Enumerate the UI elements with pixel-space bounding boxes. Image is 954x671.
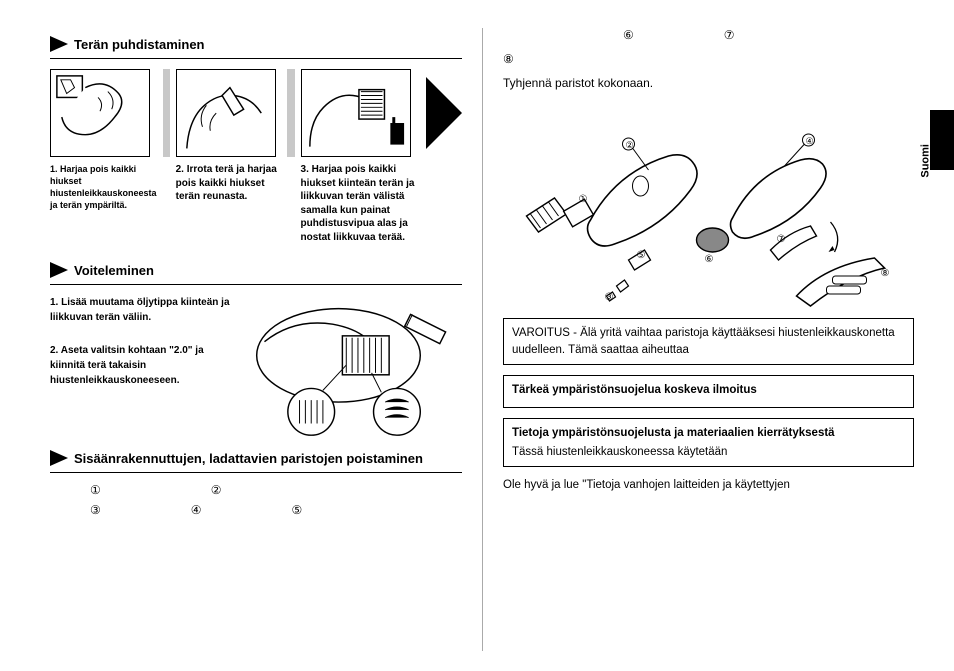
arrow-right-icon: [426, 77, 462, 149]
svg-text:⑦: ⑦: [777, 234, 786, 245]
step1-num: 1.: [50, 164, 58, 174]
oil-wrap: 1. Lisää muutama öljytippa kiinteän ja l…: [50, 295, 462, 440]
svg-text:⑧: ⑧: [881, 268, 890, 279]
oil1-num: 1.: [50, 297, 58, 308]
triangle-icon: [50, 262, 68, 278]
oil-text-list: 1. Lisää muutama öljytippa kiinteän ja l…: [50, 295, 235, 440]
oil1-text: Lisää muutama öljytippa kiinteän ja liik…: [50, 297, 230, 323]
section1-title: Terän puhdistaminen: [74, 37, 205, 52]
svg-text:①: ①: [579, 194, 588, 205]
oil2-num: 2.: [50, 345, 58, 356]
oil-image: [245, 295, 459, 440]
warning-box: VAROITUS - Älä yritä vaihtaa paristoja k…: [503, 318, 914, 365]
svg-text:⑥: ⑥: [705, 254, 714, 265]
step2-caption: 2. Irrota terä ja harjaa pois kaikki hiu…: [176, 163, 282, 204]
page: Terän puhdistaminen 1. Harjaa pois kaikk…: [0, 0, 954, 671]
step-2: 2. Irrota terä ja harjaa pois kaikki hiu…: [176, 69, 282, 204]
step-separator-1: [163, 69, 170, 157]
right-line1: Tyhjennä paristot kokonaan.: [503, 76, 914, 90]
step2-image: [176, 69, 276, 157]
circled-2: ②: [211, 483, 222, 497]
svg-text:③: ③: [605, 292, 614, 303]
section1-underline: [50, 58, 462, 59]
step2-num: 2.: [176, 164, 184, 175]
left-column: Terän puhdistaminen 1. Harjaa pois kaikk…: [50, 28, 482, 651]
circled-6: ⑥: [623, 28, 634, 42]
section3-circled-a: ① ②: [90, 483, 462, 497]
step1-text: Harjaa pois kaikki hiukset hiustenleikka…: [50, 164, 157, 210]
step3-caption: 3. Harjaa pois kaikki hiukset kiinteän t…: [301, 163, 424, 244]
oil-item-1: 1. Lisää muutama öljytippa kiinteän ja l…: [50, 295, 235, 325]
circled-1: ①: [90, 483, 101, 497]
step1-image: [50, 69, 150, 157]
exploded-diagram: ① ② ③ ④ ⑤ ⑥ ⑦ ⑧: [503, 100, 914, 310]
circled-5: ⑤: [292, 503, 303, 517]
warning-text: VAROITUS - Älä yritä vaihtaa paristoja k…: [512, 327, 895, 356]
env-box2-body: Tässä hiustenleikkauskoneessa käytetään: [512, 444, 905, 461]
oil-item-2: 2. Aseta valitsin kohtaan "2.0" ja kiinn…: [50, 343, 235, 388]
step-separator-2: [287, 69, 294, 157]
svg-text:④: ④: [806, 136, 814, 146]
step-3: 3. Harjaa pois kaikki hiukset kiinteän t…: [301, 69, 424, 244]
svg-text:⑤: ⑤: [637, 250, 646, 261]
step2-text: Irrota terä ja harjaa pois kaikki hiukse…: [176, 164, 277, 202]
circled-4: ④: [191, 503, 202, 517]
env-box-2: Tietoja ympäristönsuojelusta ja materiaa…: [503, 418, 914, 467]
section3-title: Sisäänrakennuttujen, ladattavien paristo…: [74, 451, 423, 466]
right-column: ⑥ ⑦ ⑧ Tyhjennä paristot kokonaan.: [482, 28, 914, 651]
circled-3: ③: [90, 503, 101, 517]
section2-title-row: Voiteleminen: [50, 262, 462, 278]
step3-num: 3.: [301, 164, 309, 175]
steps-row: 1. Harjaa pois kaikki hiukset hiustenlei…: [50, 69, 462, 244]
step3-text: Harjaa pois kaikki hiukset kiinteän terä…: [301, 164, 415, 243]
step3-image: [301, 69, 411, 157]
right-footer: Ole hyvä ja lue "Tietoja vanhojen laitte…: [503, 477, 914, 494]
section2-title: Voiteleminen: [74, 263, 154, 278]
oil2-text: Aseta valitsin kohtaan "2.0" ja kiinnitä…: [50, 345, 204, 386]
env-box1-title: Tärkeä ympäristönsuojelua koskeva ilmoit…: [512, 382, 905, 399]
section3-circled-b: ③ ④ ⑤: [90, 503, 462, 517]
circled-8: ⑧: [503, 52, 514, 66]
triangle-icon: [50, 36, 68, 52]
section3-underline: [50, 472, 462, 473]
env-box2-title: Tietoja ympäristönsuojelusta ja materiaa…: [512, 425, 905, 442]
section3-title-row: Sisäänrakennuttujen, ladattavien paristo…: [50, 450, 462, 466]
right-circled-8: ⑧: [503, 52, 914, 66]
env-box-1: Tärkeä ympäristönsuojelua koskeva ilmoit…: [503, 375, 914, 408]
step-1: 1. Harjaa pois kaikki hiukset hiustenlei…: [50, 69, 157, 212]
step1-caption: 1. Harjaa pois kaikki hiukset hiustenlei…: [50, 163, 157, 212]
right-circled-top: ⑥ ⑦: [623, 28, 914, 42]
section2-underline: [50, 284, 462, 285]
circled-7: ⑦: [724, 28, 735, 42]
section1-title-row: Terän puhdistaminen: [50, 36, 462, 52]
triangle-icon: [50, 450, 68, 466]
